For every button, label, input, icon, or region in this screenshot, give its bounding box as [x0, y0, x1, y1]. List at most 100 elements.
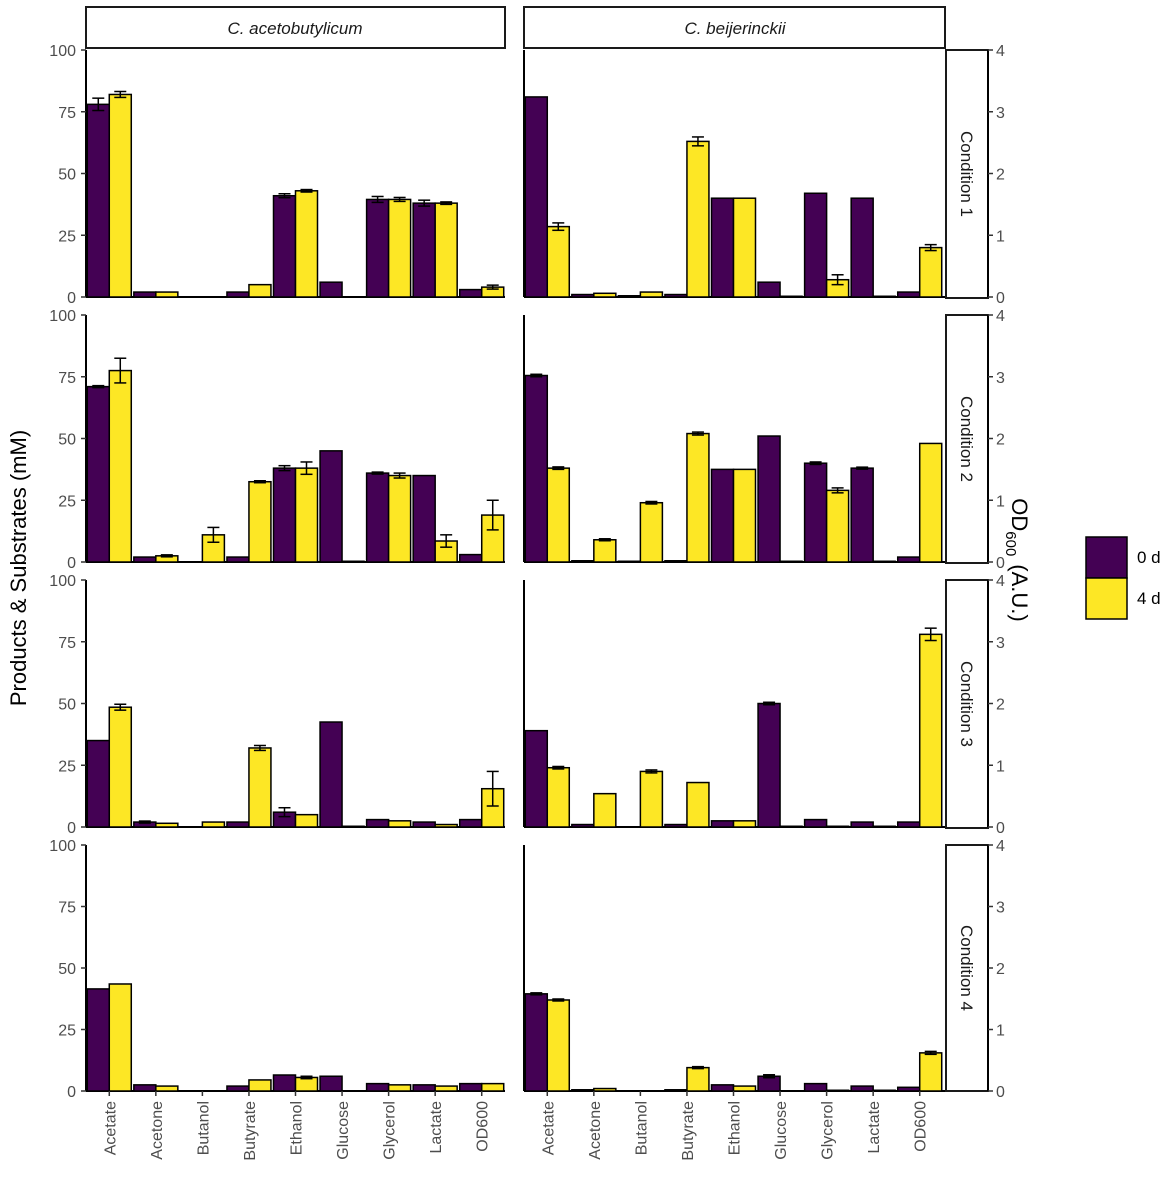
bar-panel-3-s0-acetone — [571, 560, 595, 563]
bar-panel-6-s0-glycerol — [365, 1082, 390, 1092]
x-tick-label-panel-6-glycerol: Glycerol — [382, 1101, 399, 1160]
bar-panel-7-s0-lactate — [850, 1085, 874, 1092]
bar-panel-5-s1-lactate — [872, 825, 896, 828]
y2-tick-label-panel-7-3: 3 — [996, 900, 1005, 917]
bar-panel-1-s1-od600 — [918, 246, 943, 298]
bar-panel-5-s0-acetate — [524, 729, 549, 828]
bar-panel-0-s1-ethanol — [294, 190, 319, 298]
y2-axis-title-sub: 600 — [1002, 531, 1019, 556]
bar-panel-2-s0-od600 — [458, 553, 483, 563]
bar-panel-6-s0-lactate — [412, 1084, 436, 1092]
bar-panel-4-s1-butyrate — [248, 747, 272, 828]
bar-panel-2-s1-glucose — [341, 560, 365, 563]
y-axis-title: Products & Substrates (mM) — [6, 430, 31, 706]
bar-panel-4-s0-acetate — [86, 739, 111, 828]
bar-panel-3-s0-ethanol — [710, 468, 735, 563]
y2-tick-label-panel-5-4: 4 — [996, 573, 1005, 590]
y-tick-label-panel-4-2: 50 — [58, 697, 76, 714]
y2-tick-label-panel-1-2: 2 — [996, 167, 1005, 184]
bar-panel-3-s0-acetate — [524, 374, 549, 563]
bar-panel-7-s0-ethanol — [710, 1084, 735, 1092]
bar-panel-1-s0-acetate — [524, 96, 549, 298]
bar-panel-3-s0-butanol — [617, 560, 642, 563]
bar-panel-5-s1-butyrate — [686, 781, 710, 828]
y-tick-label-panel-2-2: 50 — [58, 432, 76, 449]
bar-panel-5-s0-acetone — [571, 823, 595, 828]
legend-key-4d — [1085, 577, 1128, 620]
bar-panel-4-s1-glucose — [341, 825, 365, 828]
bar-panel-1-s1-ethanol — [732, 197, 757, 298]
y-tick-label-panel-2-4: 100 — [49, 308, 76, 325]
strip-label-species-0: C. acetobutylicum — [227, 19, 362, 38]
y2-tick-label-panel-5-2: 2 — [996, 697, 1005, 714]
bar-panel-0-s0-od600 — [458, 288, 483, 298]
bar-panel-4-s1-butanol — [201, 821, 226, 828]
bar-panel-7-s0-acetate — [524, 993, 549, 1092]
bar-panel-3-s0-od600 — [896, 556, 921, 563]
legend: 0 d 4 d — [1085, 536, 1161, 620]
bar-panel-2-s0-acetone — [133, 556, 157, 563]
bar-panel-6-s0-od600 — [458, 1082, 483, 1092]
x-tick-label-panel-6-lactate: Lactate — [428, 1101, 445, 1154]
plot-layer: 0255075100012340255075100012340255075100… — [49, 43, 1005, 1161]
bar-panel-5-s1-acetate — [546, 766, 571, 828]
x-tick-label-panel-6-acetate: Acetate — [102, 1101, 119, 1155]
y-tick-label-panel-0-0: 0 — [67, 290, 76, 307]
y-tick-label-panel-4-0: 0 — [67, 820, 76, 837]
condition-strips: Condition 1 Condition 2 Condition 3 Cond… — [945, 49, 989, 1092]
x-tick-label-panel-6-glucose: Glucose — [335, 1101, 352, 1160]
bar-panel-3-s1-lactate — [872, 560, 896, 563]
bar-panel-5-s0-lactate — [850, 821, 874, 828]
x-tick-label-panel-7-od600: OD600 — [913, 1101, 930, 1152]
bar-panel-1-s0-butanol — [617, 295, 642, 298]
bar-panel-3-s1-od600 — [918, 442, 943, 563]
bar-panel-1-s0-glycerol — [803, 192, 828, 298]
y-tick-label-panel-6-0: 0 — [67, 1084, 76, 1101]
bar-panel-6-s0-acetate — [86, 988, 111, 1092]
x-tick-label-panel-7-glucose: Glucose — [773, 1101, 790, 1160]
bar-panel-3-s1-acetone — [593, 539, 617, 563]
bar-panel-2-s0-glucose — [319, 450, 343, 563]
bar-panel-1-s0-od600 — [896, 291, 921, 298]
x-tick-label-panel-6-acetone: Acetone — [149, 1101, 166, 1160]
bar-panel-0-s0-ethanol — [272, 194, 297, 298]
y2-tick-label-panel-5-3: 3 — [996, 635, 1005, 652]
bar-panel-2-s0-ethanol — [272, 467, 297, 563]
bar-panel-0-s0-glucose — [319, 281, 343, 298]
bar-panel-0-s1-glycerol — [387, 198, 412, 298]
bar-panel-0-s0-acetone — [133, 291, 157, 298]
bar-panel-1-s1-acetate — [546, 225, 571, 298]
bar-panel-2-s0-butyrate — [226, 556, 250, 563]
bar-panel-7-s1-ethanol — [732, 1085, 757, 1092]
strip-box-condition-2 — [945, 579, 989, 829]
y-tick-label-panel-6-1: 25 — [58, 1023, 76, 1040]
y2-axis-title-suffix: (A.U.) — [1007, 564, 1032, 621]
y2-axis-title: OD600 (A.U.) — [1002, 498, 1032, 621]
y-tick-label-panel-4-1: 25 — [58, 758, 76, 775]
y2-tick-label-panel-7-2: 2 — [996, 961, 1005, 978]
bar-panel-6-s0-glucose — [319, 1075, 343, 1092]
y-tick-label-panel-2-0: 0 — [67, 555, 76, 572]
bar-panel-6-s0-acetone — [133, 1084, 157, 1092]
y2-tick-label-panel-7-4: 4 — [996, 838, 1005, 855]
y-tick-label-panel-0-4: 100 — [49, 43, 76, 60]
x-tick-label-panel-7-butanol: Butanol — [633, 1101, 650, 1155]
x-tick-label-panel-6-butanol: Butanol — [195, 1101, 212, 1155]
bar-panel-5-s0-od600 — [896, 821, 921, 828]
y-tick-label-panel-0-3: 75 — [58, 105, 76, 122]
y-tick-label-panel-0-2: 50 — [58, 167, 76, 184]
y2-tick-label-panel-7-1: 1 — [996, 1023, 1005, 1040]
bar-panel-5-s0-butyrate — [664, 823, 688, 828]
y-tick-label-panel-2-3: 75 — [58, 370, 76, 387]
y2-tick-label-panel-1-0: 0 — [996, 290, 1005, 307]
bar-panel-0-s1-lactate — [434, 202, 458, 298]
strip-label-species-1: C. beijerinckii — [684, 19, 786, 38]
x-tick-label-panel-7-acetate: Acetate — [540, 1101, 557, 1155]
bar-panel-3-s0-glucose — [757, 435, 781, 563]
bar-panel-6-s1-ethanol — [294, 1076, 319, 1092]
y-tick-label-panel-6-4: 100 — [49, 838, 76, 855]
bar-panel-7-s1-butyrate — [686, 1066, 710, 1092]
bar-panel-3-s0-lactate — [850, 467, 874, 563]
bar-panel-6-s0-ethanol — [272, 1074, 297, 1092]
y2-tick-label-panel-3-2: 2 — [996, 432, 1005, 449]
